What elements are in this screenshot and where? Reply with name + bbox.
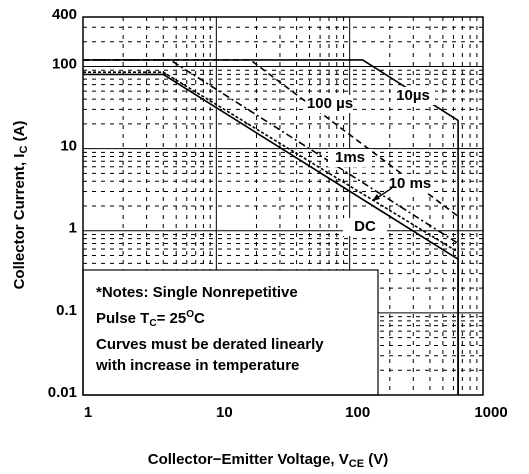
note-line: Curves must be derated linearly bbox=[96, 336, 324, 353]
note-text: O bbox=[186, 309, 194, 320]
y-tick-label: 0.1 bbox=[56, 302, 77, 319]
note-text: C bbox=[149, 318, 156, 329]
y-axis-label-part: Collector Current, I bbox=[11, 154, 28, 290]
y-tick-label: 400 bbox=[52, 6, 77, 23]
note-text: C bbox=[194, 310, 205, 327]
curve-label: DC bbox=[354, 218, 376, 235]
x-axis-label-part: (V) bbox=[364, 451, 388, 468]
y-tick-label: 100 bbox=[52, 55, 77, 72]
x-tick-label: 10 bbox=[216, 404, 233, 421]
note-text: with increase in temperature bbox=[95, 357, 299, 374]
y-tick-label: 0.01 bbox=[48, 384, 77, 401]
curve-label: 1ms bbox=[335, 149, 365, 166]
note-text: = 25 bbox=[157, 310, 187, 327]
x-tick-label: 1 bbox=[84, 404, 92, 421]
notes-box bbox=[82, 269, 379, 396]
x-axis-label-part: Collector−Emitter Voltage, V bbox=[148, 451, 349, 468]
x-tick-label: 100 bbox=[345, 404, 370, 421]
y-tick-label: 10 bbox=[60, 138, 77, 155]
x-axis-label-part: CE bbox=[349, 458, 364, 470]
soa-curve bbox=[83, 71, 459, 253]
plot-border bbox=[82, 16, 484, 396]
arrow-head bbox=[372, 194, 380, 201]
note-line: with increase in temperature bbox=[95, 357, 299, 374]
note-line: *Notes: Single Nonrepetitive bbox=[96, 284, 298, 301]
curve-label-bg bbox=[308, 95, 352, 113]
y-axis-label-part: (A) bbox=[11, 121, 28, 146]
x-axis-label: Collector−Emitter Voltage, VCE (V) bbox=[148, 451, 388, 470]
curve-label: 10µs bbox=[396, 87, 430, 104]
y-tick-label: 1 bbox=[69, 220, 77, 237]
y-axis-label: Collector Current, IC (A) bbox=[11, 121, 30, 290]
y-axis-label-part: C bbox=[18, 146, 30, 154]
note-line: Pulse TC= 25OC bbox=[96, 309, 205, 329]
curve-label-bg bbox=[328, 149, 372, 167]
note-text: Pulse T bbox=[96, 310, 149, 327]
curve-label-bg bbox=[391, 87, 435, 105]
curve-label: 100 µs bbox=[307, 95, 353, 112]
curve-label-bg bbox=[388, 175, 432, 193]
soa-curve bbox=[83, 73, 459, 395]
note-text: *Notes: Single Nonrepetitive bbox=[96, 284, 298, 301]
curve-label: 10 ms bbox=[389, 175, 432, 192]
note-text: Curves must be derated linearly bbox=[96, 336, 324, 353]
x-tick-label: 1000 bbox=[474, 404, 507, 421]
curve-label-bg bbox=[343, 218, 387, 236]
